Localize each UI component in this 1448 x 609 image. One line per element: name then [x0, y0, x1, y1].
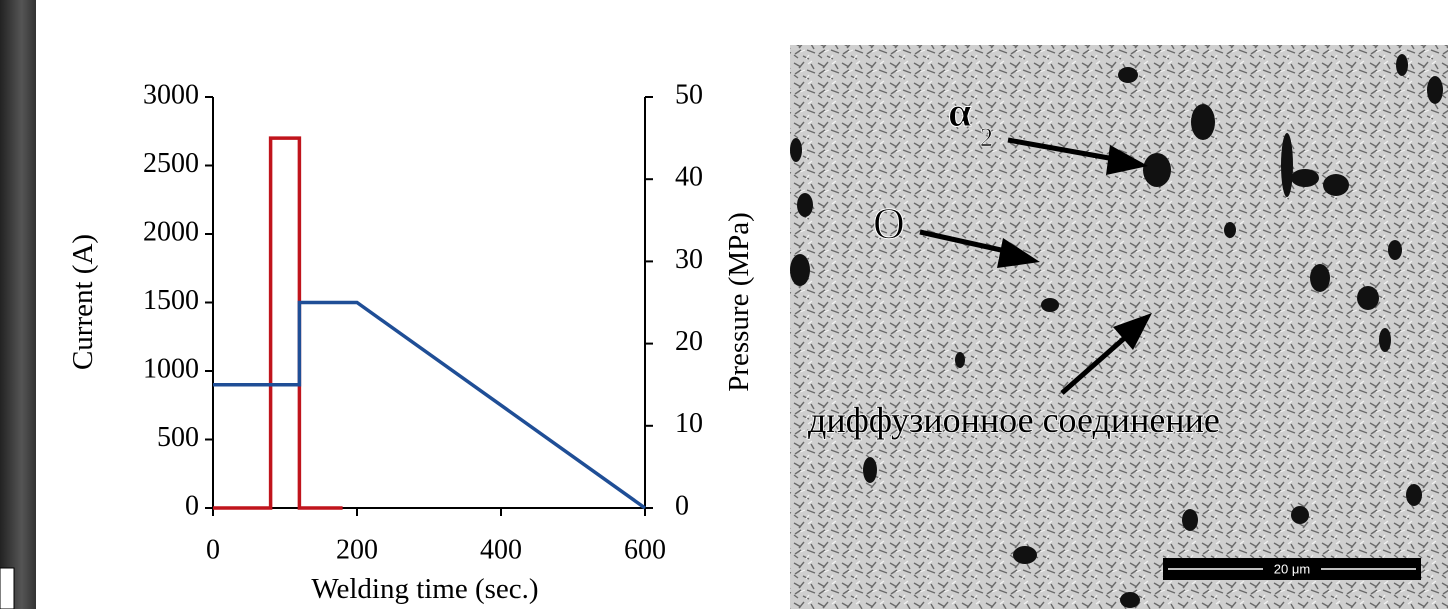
- series-line: [213, 300, 647, 510]
- scale-bar-label: 20 μm: [1274, 561, 1310, 576]
- joint-label: диффузионное соединение: [808, 400, 1220, 440]
- y-axis-title: Current (A): [67, 234, 99, 370]
- scale-bar-gap: [1263, 561, 1321, 577]
- y2-tick-label: 40: [675, 162, 703, 193]
- y-tick-label: 0: [185, 490, 199, 521]
- photo-strip: [0, 0, 36, 609]
- y2-tick-label: 50: [675, 79, 703, 110]
- y2-tick-label: 0: [675, 490, 689, 521]
- x-tick-label: 600: [624, 534, 666, 565]
- x-tick-label: 0: [206, 534, 220, 565]
- chart: Welding time (sec.) Current (A) Pressure…: [67, 79, 755, 605]
- y2-tick-label: 30: [675, 244, 703, 275]
- particles: [790, 54, 1443, 608]
- x-tick-label: 200: [336, 534, 378, 565]
- y2-axis-title: Pressure (MPa): [723, 212, 755, 392]
- arrows: [919, 137, 1152, 395]
- y-tick-label: 1000: [143, 353, 199, 384]
- y-tick-label: 500: [157, 422, 199, 453]
- y-tick-label: 2000: [143, 216, 199, 247]
- y2-tick-label: 20: [675, 326, 703, 357]
- y-tick-label: 2500: [143, 148, 199, 179]
- y-tick-label: 1500: [143, 285, 199, 316]
- photo-inset: [0, 567, 15, 609]
- phase-label: α: [948, 90, 972, 136]
- y2-tick-label: 10: [675, 408, 703, 439]
- series-line: [213, 136, 343, 510]
- x-tick-label: 400: [480, 534, 522, 565]
- y-tick-label: 3000: [143, 79, 199, 110]
- phase-label: O: [873, 199, 905, 248]
- micrograph: α 2 O диффузионное соединение 20 μm: [790, 45, 1448, 609]
- x-axis-title: Welding time (sec.): [311, 573, 538, 605]
- phase-subscript: 2: [980, 123, 993, 152]
